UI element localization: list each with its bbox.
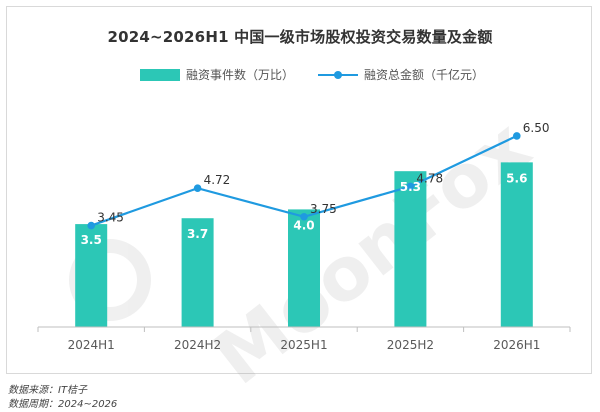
bar-2026H1: [500, 162, 533, 327]
line-point-2026H1: [513, 132, 521, 140]
legend-line-marker: [318, 69, 358, 81]
footer-period: 数据周期：2024~2026: [8, 399, 118, 410]
chart-title: 2024~2026H1 中国一级市场股权投资交易数量及金额: [107, 28, 493, 46]
x-tick-label: 2024H1: [68, 338, 115, 352]
bar-value-label: 4.0: [293, 218, 314, 232]
bar-value-label: 5.6: [506, 171, 527, 185]
legend-label-bar: 融资事件数（万比）: [186, 68, 295, 82]
bar-2024H1: [75, 224, 108, 327]
legend-label-line: 融资总金额（千亿元）: [364, 68, 485, 82]
x-tick-label: 2025H1: [280, 338, 327, 352]
line-value-label: 4.72: [204, 173, 231, 187]
bar-value-label: 3.5: [81, 233, 102, 247]
bar-value-label: 3.7: [187, 227, 208, 241]
x-tick-label: 2026H1: [493, 338, 540, 352]
bar-2024H2: [181, 218, 214, 327]
line-value-label: 4.78: [416, 171, 443, 185]
bar-2025H2: [394, 171, 427, 327]
line-point-2025H1: [300, 212, 308, 221]
legend-item-bar: 融资事件数（万比）: [140, 66, 294, 83]
svg-text:MoonFox: MoonFox: [198, 103, 546, 401]
chart-legend: 融资事件数（万比） 融资总金额（千亿元）: [0, 66, 600, 84]
legend-swatch-bar: [140, 68, 180, 81]
line-value-label: 3.75: [310, 202, 337, 216]
line-value-label: 3.45: [97, 211, 124, 225]
x-tick-label: 2025H2: [387, 338, 434, 352]
line-point-2024H2: [193, 184, 202, 193]
bar-value-label: 5.3: [400, 180, 421, 194]
footer-source: 数据来源：IT桔子: [8, 385, 88, 396]
x-tick-label: 2024H2: [174, 338, 221, 352]
line-point-2024H1: [87, 221, 95, 230]
bar-2025H1: [288, 209, 320, 327]
legend-item-line: 融资总金额（千亿元）: [318, 66, 484, 83]
line-value-label: 6.50: [523, 121, 550, 135]
line-point-2025H2: [406, 182, 415, 191]
